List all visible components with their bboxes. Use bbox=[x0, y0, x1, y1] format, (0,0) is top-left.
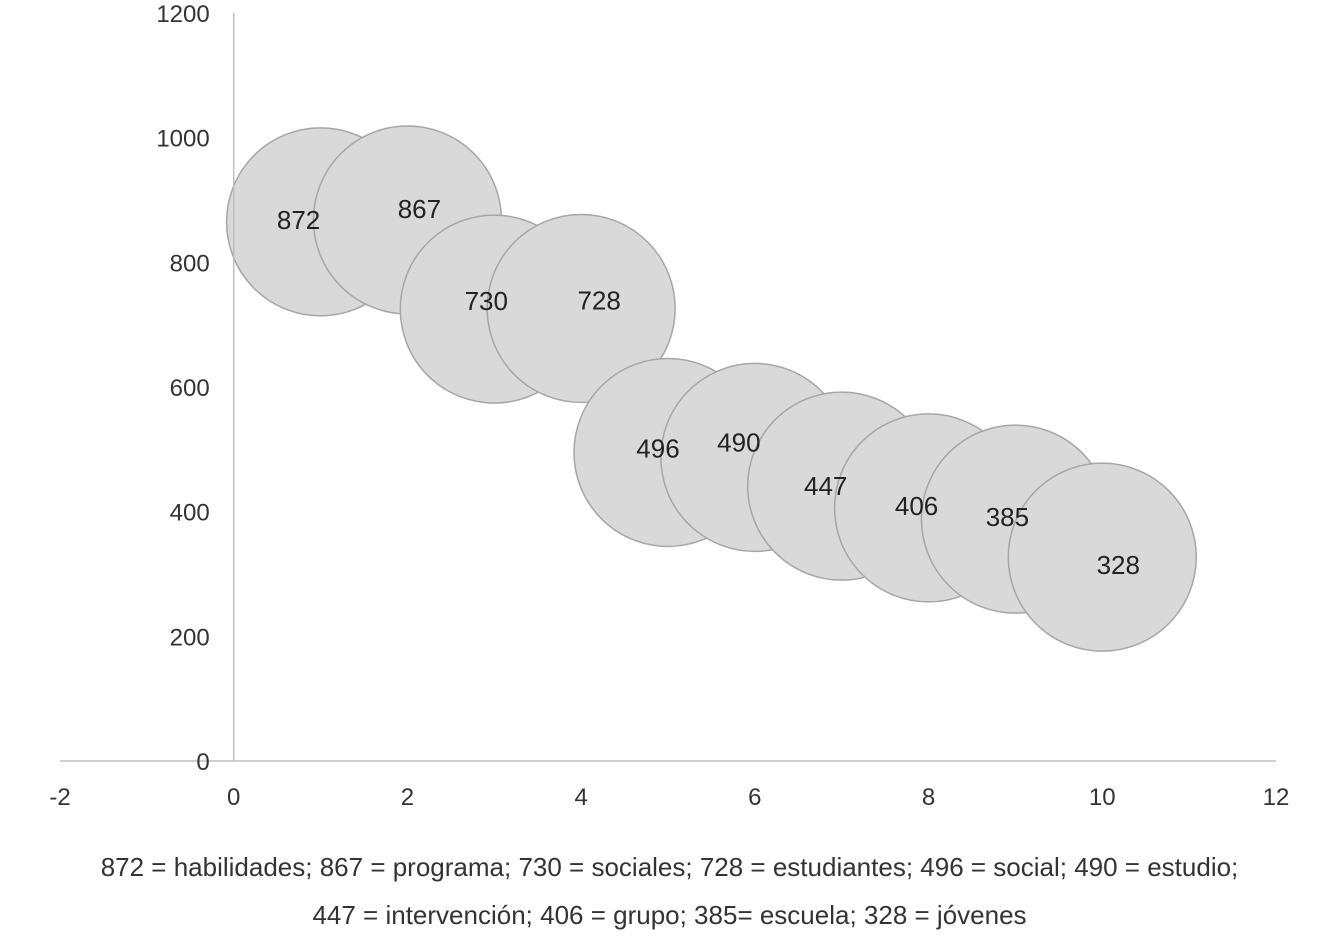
bubble-data-label: 447 bbox=[804, 471, 847, 501]
x-axis-ticks: -2 0 2 4 6 8 10 12 bbox=[49, 784, 1289, 811]
x-tick-label: 12 bbox=[1263, 784, 1290, 811]
bubble-data-label: 406 bbox=[895, 491, 938, 521]
y-tick-label: 600 bbox=[170, 375, 210, 402]
y-tick-label: 0 bbox=[196, 749, 209, 776]
bubble bbox=[1007, 462, 1198, 652]
bubble-data-label: 385 bbox=[986, 502, 1029, 532]
y-axis-ticks: 0 200 400 600 800 1000 1200 bbox=[156, 1, 209, 776]
bubble-data-label: 490 bbox=[717, 427, 760, 457]
caption-line-1: 872 = habilidades; 867 = programa; 730 =… bbox=[100, 852, 1239, 882]
bubble-data-label: 328 bbox=[1097, 550, 1140, 580]
bubble-data-label: 730 bbox=[465, 286, 508, 316]
bubble-series bbox=[225, 125, 1198, 652]
y-tick-label: 1200 bbox=[156, 1, 209, 28]
y-tick-label: 800 bbox=[170, 250, 210, 277]
chart-axes bbox=[60, 13, 1276, 762]
x-tick-label: 2 bbox=[401, 784, 414, 811]
caption-line-2: 447 = intervención; 406 = grupo; 385= es… bbox=[312, 900, 1027, 930]
bubble-data-label: 867 bbox=[398, 194, 441, 224]
y-tick-label: 200 bbox=[170, 624, 210, 651]
x-tick-label: -2 bbox=[49, 784, 70, 811]
bubble-data-label: 728 bbox=[577, 285, 620, 315]
bubble-data-label: 496 bbox=[636, 433, 679, 463]
x-tick-label: 8 bbox=[922, 784, 935, 811]
x-tick-label: 10 bbox=[1089, 784, 1116, 811]
x-tick-label: 0 bbox=[227, 784, 240, 811]
y-tick-label: 1000 bbox=[156, 126, 209, 153]
x-tick-label: 4 bbox=[574, 784, 587, 811]
x-tick-label: 6 bbox=[748, 784, 761, 811]
bubble-data-label: 872 bbox=[277, 205, 320, 235]
bubble bbox=[486, 213, 676, 404]
bubble-labels: 872 867 730 728 496 490 447 406 385 328 bbox=[277, 194, 1140, 580]
y-tick-label: 400 bbox=[170, 500, 210, 527]
